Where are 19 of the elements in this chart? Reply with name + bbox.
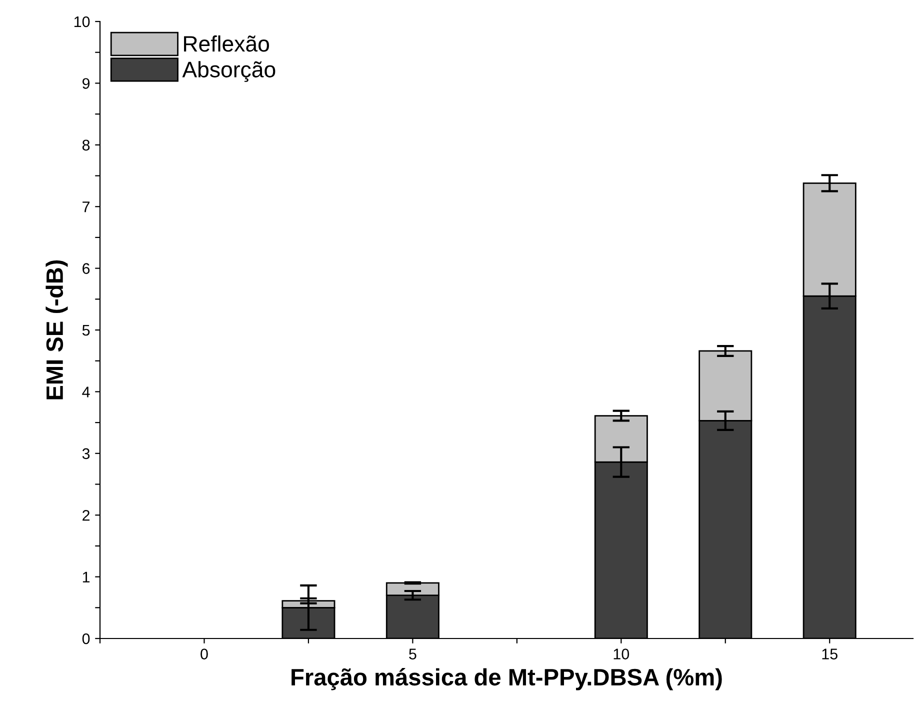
y-tick-label: 6 <box>82 263 90 274</box>
y-tick-label: 10 <box>74 16 90 28</box>
y-tick-label: 2 <box>82 510 90 521</box>
y-tick-label: 3 <box>82 448 90 460</box>
x-tick-label: 10 <box>614 648 630 660</box>
x-axis-title: Fração mássica de Mt-PPy.DBSA (%m) <box>292 668 722 690</box>
x-tick-label: 0 <box>200 648 208 660</box>
x-tick-label: 5 <box>409 648 416 660</box>
y-tick-label: 9 <box>82 78 90 89</box>
y-tick-label: 7 <box>82 202 90 212</box>
y-axis-title: EMI SE (-dB) <box>46 260 68 400</box>
legend-label: Reflexão <box>184 35 269 52</box>
y-tick-label: 8 <box>82 140 90 151</box>
y-tick-label: 5 <box>82 325 90 336</box>
x-tick-label: 15 <box>822 648 838 660</box>
y-tick-label: 1 <box>82 572 90 582</box>
y-tick-label: 0 <box>82 633 90 644</box>
legend-label: Absorção <box>182 61 276 82</box>
y-tick-label: 4 <box>82 386 90 398</box>
